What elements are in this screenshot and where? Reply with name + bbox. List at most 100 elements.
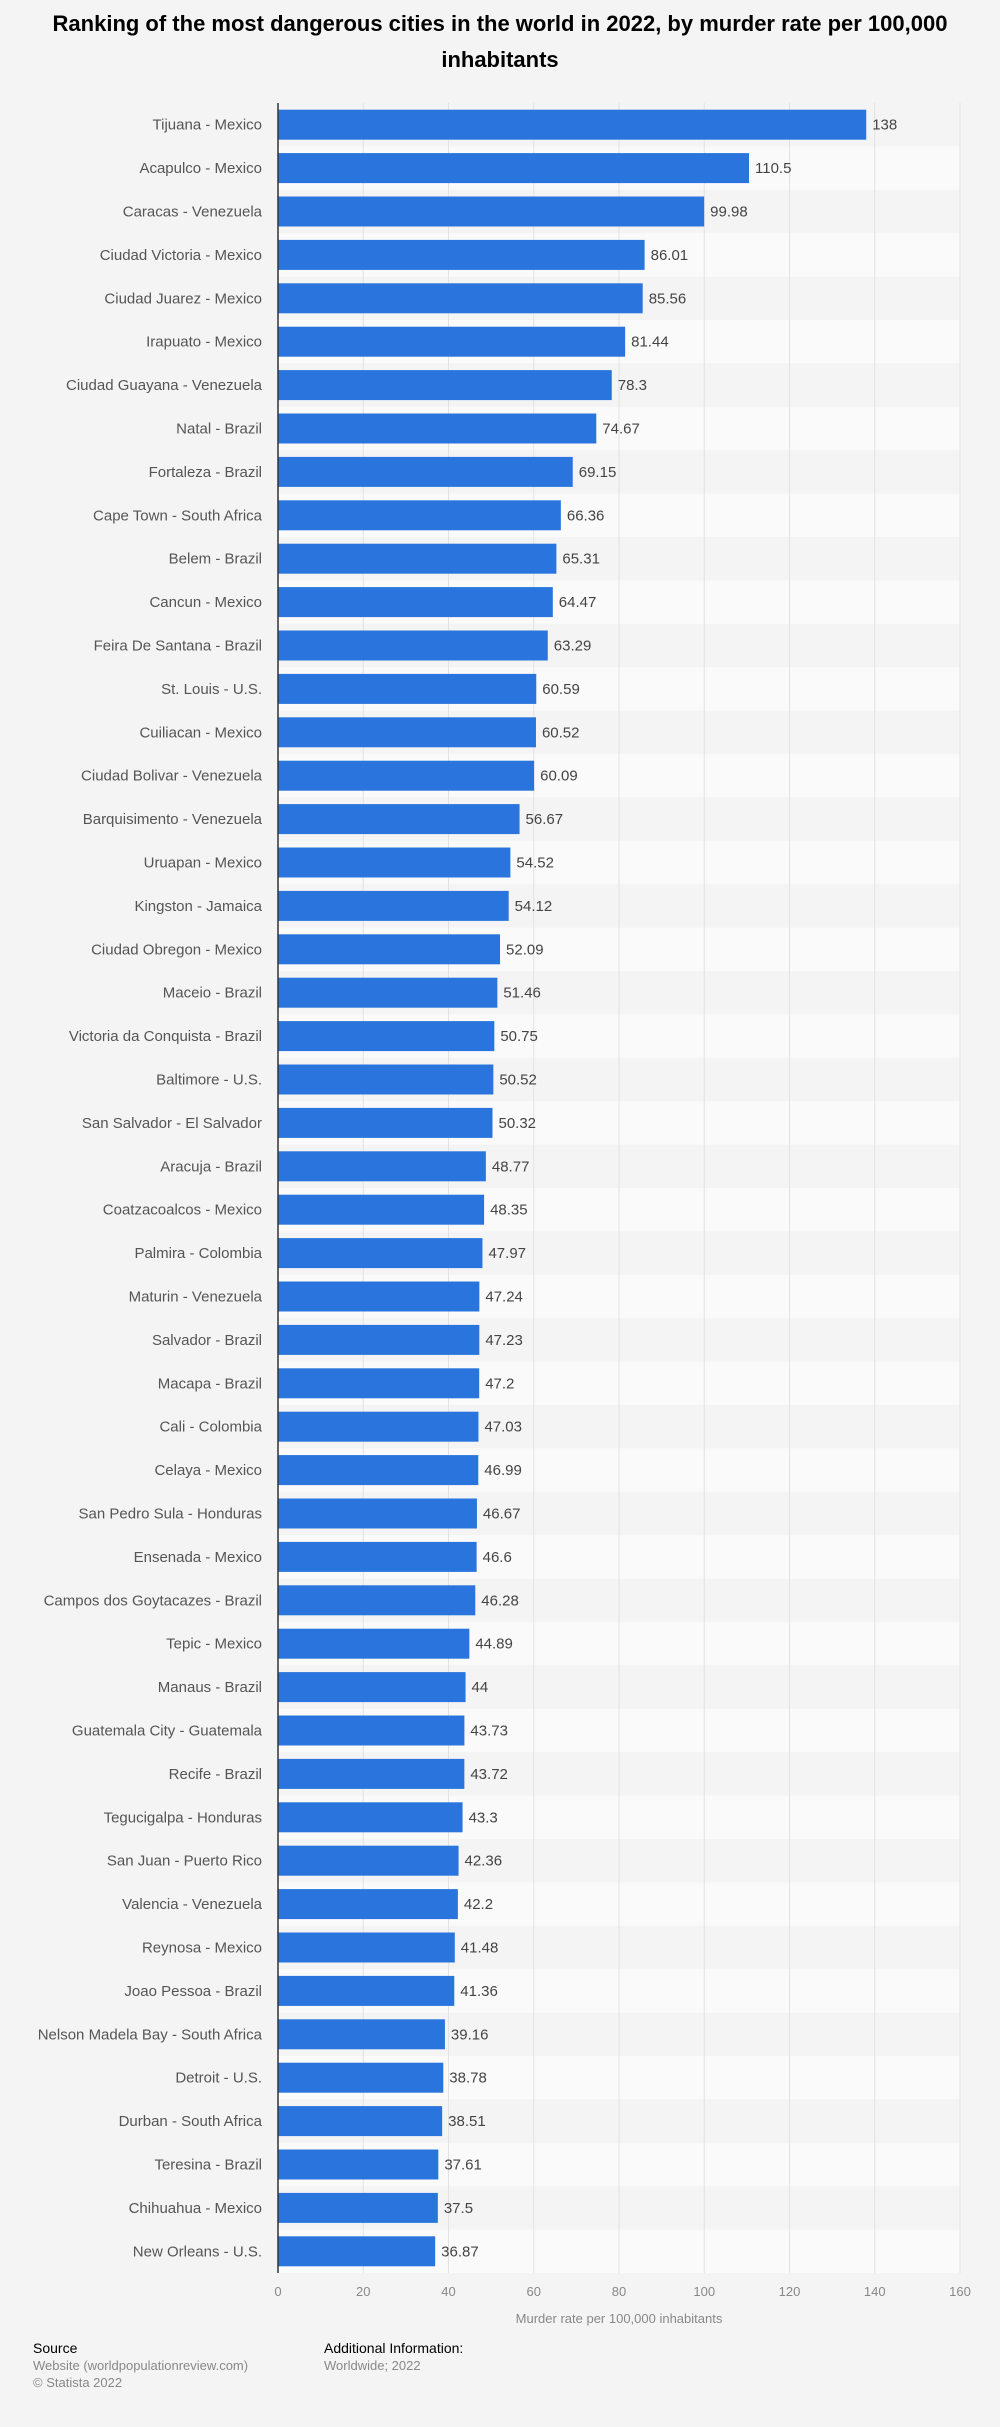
category-label: Belem - Brazil: [169, 551, 262, 568]
bar: [278, 673, 537, 704]
bar: [278, 2149, 439, 2180]
category-label: Teresina - Brazil: [154, 2157, 262, 2174]
bar: [278, 283, 643, 314]
value-label: 37.5: [444, 2200, 473, 2217]
bar: [278, 1715, 465, 1746]
category-label: Kingston - Jamaica: [134, 898, 262, 915]
value-label: 43.73: [470, 1723, 508, 1740]
x-tick-label: 140: [864, 2284, 886, 2299]
value-label: 44: [472, 1679, 489, 1696]
value-label: 41.48: [461, 1940, 499, 1957]
bar: [278, 630, 548, 661]
category-label: Ciudad Juarez - Mexico: [104, 290, 262, 307]
bar: [278, 2019, 445, 2050]
category-label: San Salvador - El Salvador: [82, 1115, 262, 1132]
bar: [278, 2192, 438, 2223]
category-label: Manaus - Brazil: [158, 1679, 262, 1696]
value-label: 47.97: [488, 1245, 526, 1262]
category-label: Ciudad Bolivar - Venezuela: [81, 768, 263, 785]
value-label: 81.44: [631, 334, 669, 351]
bar: [278, 1758, 465, 1789]
category-label: Recife - Brazil: [169, 1766, 262, 1783]
value-label: 52.09: [506, 941, 544, 958]
category-label: St. Louis - U.S.: [161, 681, 262, 698]
bar: [278, 2106, 443, 2137]
category-label: San Juan - Puerto Rico: [107, 1853, 262, 1870]
category-label: Chihuahua - Mexico: [129, 2200, 262, 2217]
bar: [278, 1238, 483, 1269]
category-label: Joao Pessoa - Brazil: [124, 1983, 262, 2000]
value-label: 47.24: [485, 1289, 523, 1306]
value-label: 51.46: [503, 985, 541, 1002]
value-label: 46.99: [484, 1462, 522, 1479]
bar: [278, 1064, 494, 1095]
x-tick-label: 100: [693, 2284, 715, 2299]
category-label: Maceio - Brazil: [163, 985, 262, 1002]
bar: [278, 804, 520, 835]
value-label: 38.51: [448, 2113, 486, 2130]
value-label: 47.23: [485, 1332, 523, 1349]
value-label: 44.89: [475, 1636, 513, 1653]
category-label: Tijuana - Mexico: [153, 117, 262, 134]
bar: [278, 456, 573, 487]
bar: [278, 1324, 480, 1355]
category-label: Celaya - Mexico: [154, 1462, 262, 1479]
value-label: 43.72: [470, 1766, 508, 1783]
info-heading: Additional Information:: [324, 2340, 464, 2356]
category-label: Valencia - Venezuela: [122, 1896, 262, 1913]
bar: [278, 1368, 480, 1399]
value-label: 78.3: [618, 377, 647, 394]
category-label: Aracuja - Brazil: [160, 1158, 262, 1175]
bar: [278, 1585, 476, 1616]
category-label: Maturin - Venezuela: [129, 1289, 263, 1306]
bar: [278, 1455, 479, 1486]
category-label: Durban - South Africa: [119, 2113, 263, 2130]
value-label: 60.59: [542, 681, 580, 698]
value-label: 99.98: [710, 204, 748, 221]
value-label: 54.12: [515, 898, 553, 915]
bar: [278, 413, 597, 444]
bar: [278, 500, 561, 531]
category-labels: Tijuana - Mexico Acapulco - Mexico Caracas…: [38, 117, 263, 2261]
bar-chart: Tijuana - Mexico Acapulco - Mexico Caracas…: [38, 103, 971, 2326]
value-label: 38.78: [449, 2070, 487, 2087]
value-label: 60.52: [542, 724, 580, 741]
bar: [278, 1151, 486, 1182]
value-label: 60.09: [540, 768, 578, 785]
bar: [278, 196, 705, 227]
page-title: Ranking of the most dangerous cities in …: [52, 11, 948, 72]
bar: [278, 890, 509, 921]
bar: [278, 1107, 493, 1138]
category-label: Tepic - Mexico: [166, 1636, 262, 1653]
category-label: San Pedro Sula - Honduras: [79, 1506, 262, 1523]
x-tick-labels: 0 20 40 60 80 100 120 140 160: [274, 2284, 970, 2299]
category-label: Salvador - Brazil: [152, 1332, 262, 1349]
value-label: 46.28: [481, 1592, 519, 1609]
value-label: 46.67: [483, 1506, 521, 1523]
value-label: 42.2: [464, 1896, 493, 1913]
value-label: 64.47: [559, 594, 597, 611]
category-label: Guatemala City - Guatemala: [72, 1723, 263, 1740]
bar: [278, 2062, 444, 2093]
value-label: 43.3: [469, 1809, 498, 1826]
x-tick-label: 0: [274, 2284, 281, 2299]
category-label: Natal - Brazil: [176, 421, 262, 438]
x-tick-label: 40: [441, 2284, 455, 2299]
category-label: Macapa - Brazil: [158, 1375, 262, 1392]
value-label: 50.52: [499, 1072, 537, 1089]
bar: [278, 543, 557, 574]
copyright-line: © Statista 2022: [33, 2375, 123, 2390]
category-label: Campos dos Goytacazes - Brazil: [44, 1592, 262, 1609]
category-label: Cuiliacan - Mexico: [139, 724, 262, 741]
footer-info: Additional Information: Worldwide; 2022: [324, 2340, 463, 2374]
bar: [278, 326, 626, 357]
value-label: 47.03: [484, 1419, 522, 1436]
source-line: Website (worldpopulationreview.com): [33, 2358, 249, 2373]
value-label: 69.15: [579, 464, 617, 481]
bar: [278, 239, 645, 270]
category-label: Cali - Colombia: [159, 1419, 262, 1436]
bar: [278, 1975, 455, 2006]
category-label: Tegucigalpa - Honduras: [104, 1809, 262, 1826]
value-label: 47.2: [485, 1375, 514, 1392]
value-label: 74.67: [602, 421, 640, 438]
